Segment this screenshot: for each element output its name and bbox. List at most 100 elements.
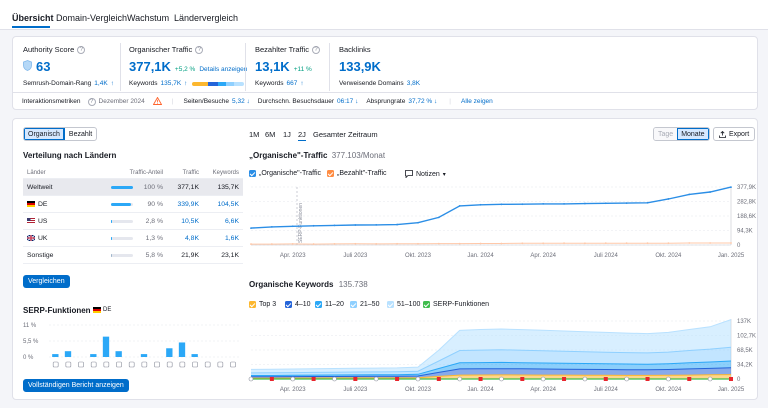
data-point[interactable] xyxy=(542,202,545,205)
update-marker[interactable] xyxy=(353,377,358,381)
data-point[interactable] xyxy=(604,202,607,205)
granularity-months[interactable]: Monate xyxy=(677,128,709,140)
info-icon[interactable]: ? xyxy=(312,45,321,54)
data-point[interactable] xyxy=(584,202,586,205)
data-point[interactable] xyxy=(375,243,378,245)
note-marker[interactable] xyxy=(624,376,629,382)
info-icon[interactable]: ? xyxy=(77,45,86,54)
data-point[interactable] xyxy=(646,242,649,245)
kw-legend-item[interactable]: Top 3 xyxy=(249,301,276,308)
data-point[interactable] xyxy=(709,191,712,193)
legend-paid[interactable]: „Bezahlt"-Traffic xyxy=(327,170,387,177)
serp-bar[interactable] xyxy=(115,351,122,357)
info-icon[interactable]: ? xyxy=(87,97,96,106)
data-point[interactable] xyxy=(333,224,336,227)
data-point[interactable] xyxy=(437,242,440,245)
data-point[interactable] xyxy=(563,202,565,205)
kw-legend-item[interactable]: 51–100 xyxy=(387,301,420,308)
legend-organic[interactable]: „Organische"-Traffic xyxy=(249,170,321,177)
data-point[interactable] xyxy=(396,242,398,245)
data-point[interactable] xyxy=(730,186,732,189)
data-point[interactable] xyxy=(354,242,357,245)
serp-bar[interactable] xyxy=(90,354,97,357)
kw-legend-item[interactable]: 11–20 xyxy=(315,301,344,308)
data-point[interactable] xyxy=(667,242,670,245)
data-point[interactable] xyxy=(291,225,294,228)
serp-bar[interactable] xyxy=(102,336,110,357)
update-marker[interactable] xyxy=(311,377,316,381)
data-point[interactable] xyxy=(646,201,649,204)
data-point[interactable] xyxy=(584,242,586,245)
data-point[interactable] xyxy=(479,242,482,245)
note-marker[interactable] xyxy=(707,376,713,382)
data-point[interactable] xyxy=(291,243,294,245)
kw-legend-item[interactable]: SERP-Funktionen xyxy=(423,301,489,308)
keywords-value[interactable]: 104,5K xyxy=(217,200,239,208)
traffic-value[interactable]: 10,5K xyxy=(181,217,199,225)
period-1[interactable]: 6M xyxy=(265,130,276,139)
data-point[interactable] xyxy=(521,242,524,245)
serp-bar[interactable] xyxy=(191,354,198,357)
note-marker[interactable] xyxy=(540,376,546,382)
update-marker[interactable] xyxy=(687,377,692,381)
tab-growth[interactable]: Wachstum xyxy=(127,13,170,23)
note-marker[interactable] xyxy=(415,376,421,382)
tab-country-comparison[interactable]: Ländervergleich xyxy=(174,13,239,23)
kw-legend-item[interactable]: 4–10 xyxy=(285,301,311,308)
data-point[interactable] xyxy=(500,242,503,245)
note-marker[interactable] xyxy=(499,376,504,382)
serp-bar[interactable] xyxy=(52,354,59,357)
data-point[interactable] xyxy=(437,216,440,219)
authority-score-value[interactable]: 63 xyxy=(36,59,51,74)
data-point[interactable] xyxy=(458,204,461,207)
period-4[interactable]: Gesamter Zeitraum xyxy=(313,130,378,139)
organic-traffic-value[interactable]: 377,1K xyxy=(129,59,171,74)
data-point[interactable] xyxy=(625,242,628,245)
notes-dropdown[interactable]: Notizen ▾ xyxy=(405,170,446,178)
paid-traffic-value[interactable]: 13,1K xyxy=(255,59,290,74)
update-marker[interactable] xyxy=(603,377,608,381)
data-point[interactable] xyxy=(312,224,315,227)
data-point[interactable] xyxy=(270,225,273,228)
domain-rank-value[interactable]: 1,4K xyxy=(94,80,108,87)
serp-bar[interactable] xyxy=(178,342,186,357)
update-marker[interactable] xyxy=(436,377,441,381)
toggle-organic[interactable]: Organisch xyxy=(24,128,65,140)
info-icon[interactable]: ? xyxy=(195,45,204,54)
data-point[interactable] xyxy=(688,193,691,196)
period-3[interactable]: 2J xyxy=(298,130,306,141)
period-0[interactable]: 1M xyxy=(249,130,260,139)
keywords-value[interactable]: 135,7K xyxy=(160,80,182,87)
data-point[interactable] xyxy=(417,242,419,245)
data-point[interactable] xyxy=(396,223,398,226)
note-marker[interactable] xyxy=(582,376,588,382)
data-point[interactable] xyxy=(250,243,252,245)
keywords-value[interactable]: 6,6K xyxy=(225,217,239,225)
note-marker[interactable] xyxy=(248,376,254,382)
data-point[interactable] xyxy=(730,242,732,244)
update-marker[interactable] xyxy=(478,377,483,381)
table-row[interactable]: US 2,8 % 10,5K 6,6K xyxy=(23,213,243,230)
data-point[interactable] xyxy=(375,223,378,226)
period-2[interactable]: 1J xyxy=(283,130,291,139)
update-marker[interactable] xyxy=(645,377,650,381)
update-marker[interactable] xyxy=(269,377,274,381)
data-point[interactable] xyxy=(270,243,273,245)
data-point[interactable] xyxy=(563,242,565,245)
tab-domain-comparison[interactable]: Domain-Vergleich xyxy=(56,13,128,23)
note-marker[interactable] xyxy=(290,376,296,382)
note-marker[interactable] xyxy=(457,376,462,382)
update-marker[interactable] xyxy=(395,377,400,381)
note-marker[interactable] xyxy=(373,376,379,382)
data-point[interactable] xyxy=(667,198,670,200)
toggle-paid[interactable]: Bezahlt xyxy=(68,131,93,138)
table-row[interactable]: Weltweit 100 % 377,1K 135,7K xyxy=(23,179,243,196)
referring-domains-value[interactable]: 3,8K xyxy=(406,80,421,87)
data-point[interactable] xyxy=(333,243,336,245)
data-point[interactable] xyxy=(688,242,691,244)
traffic-value[interactable]: 339,9K xyxy=(177,200,199,208)
kw-legend-item[interactable]: 21–50 xyxy=(350,301,379,308)
update-marker[interactable] xyxy=(562,377,567,381)
data-point[interactable] xyxy=(709,242,712,244)
data-point[interactable] xyxy=(458,242,461,245)
